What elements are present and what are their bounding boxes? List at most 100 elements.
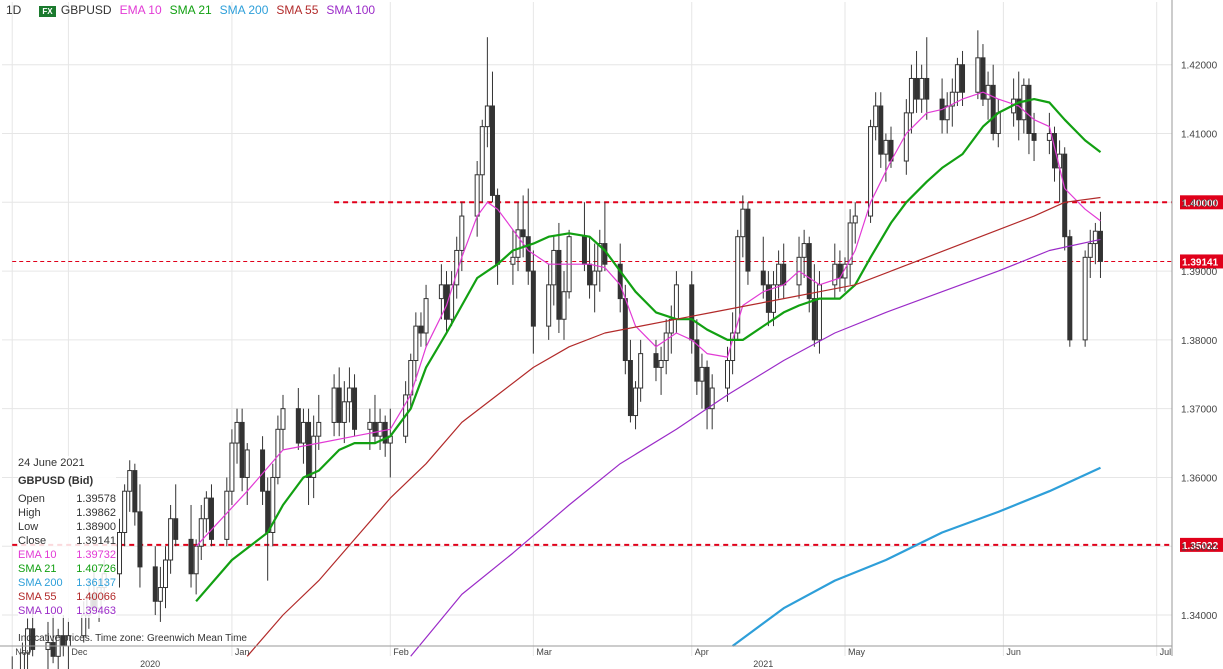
- indicator-sma100-label[interactable]: SMA 100: [326, 3, 376, 17]
- level-price-tag: [1180, 195, 1223, 210]
- candle-body: [280, 408, 286, 430]
- candle-body: [162, 559, 168, 589]
- candle-body: [50, 642, 56, 657]
- info-row: Open 1.39578: [18, 492, 116, 506]
- indicator-sma200-label[interactable]: SMA 200: [219, 3, 269, 17]
- candle-body: [203, 497, 209, 520]
- info-row-label: SMA 55: [18, 591, 57, 603]
- fx-badge-icon: FX: [39, 6, 56, 17]
- candle-body: [587, 263, 593, 286]
- candle-body: [776, 263, 782, 286]
- candle-body: [239, 421, 245, 478]
- candle-body: [980, 57, 986, 100]
- candle-body: [260, 449, 266, 492]
- candle-body: [975, 57, 981, 93]
- candle-body: [1097, 230, 1103, 262]
- candle-body: [229, 442, 235, 492]
- y-tick-label: 1.40000: [1181, 198, 1218, 209]
- candle-body: [954, 64, 960, 93]
- candle-body: [627, 360, 633, 417]
- candle-body: [300, 421, 306, 444]
- symbol-group[interactable]: FX GBPUSD: [39, 3, 112, 17]
- candle-body: [760, 270, 766, 286]
- candle-body: [127, 470, 133, 492]
- candle-body: [515, 229, 521, 258]
- candle-body: [653, 353, 659, 368]
- info-row: SMA 21 1.40726: [18, 562, 116, 576]
- candle-body: [1062, 153, 1068, 238]
- candle-body: [19, 652, 25, 669]
- candle-body: [520, 229, 526, 238]
- candle-body: [561, 291, 567, 320]
- candle-body: [438, 284, 444, 300]
- level-price-label: 1.40000: [1182, 198, 1219, 209]
- info-row-label: SMA 100: [18, 605, 63, 617]
- candle-body: [244, 449, 250, 478]
- timeframe-label[interactable]: 1D: [6, 3, 22, 17]
- candle-body: [157, 587, 163, 602]
- info-row-value: 1.36137: [76, 577, 116, 589]
- indicator-sma55-label[interactable]: SMA 55: [276, 3, 319, 17]
- candle-body: [551, 249, 557, 286]
- candlesticks: [11, 30, 1103, 669]
- moving-average-lines: [195, 91, 1102, 657]
- x-year-label: 2020: [140, 659, 160, 669]
- candle-body: [367, 421, 373, 430]
- x-tick-label: Jul: [1160, 647, 1172, 657]
- candle-body: [556, 249, 562, 320]
- candle-body: [546, 284, 552, 327]
- candle-body: [735, 236, 741, 334]
- grid-lines: [2, 2, 1172, 656]
- level-price-label: 1.35022: [1182, 541, 1219, 552]
- candle-body: [801, 243, 807, 258]
- y-tick-label: 1.42000: [1181, 61, 1218, 72]
- candle-body: [479, 126, 485, 176]
- candle-body: [663, 332, 669, 362]
- candle-body: [873, 105, 879, 128]
- info-row: SMA 200 1.36137: [18, 576, 116, 590]
- indicator-sma21-label[interactable]: SMA 21: [169, 3, 212, 17]
- y-tick-label: 1.41000: [1181, 130, 1218, 141]
- info-row: Low 1.38900: [18, 520, 116, 534]
- x-tick-label: Nov: [15, 647, 32, 657]
- candle-body: [443, 284, 449, 320]
- candle-body: [474, 174, 480, 217]
- chart-header: 1D FX GBPUSD EMA 10 SMA 21 SMA 200 SMA 5…: [6, 2, 375, 18]
- ma-line-sma55: [246, 196, 1101, 657]
- candle-body: [122, 490, 128, 533]
- candle-body: [960, 64, 966, 93]
- candle-body: [638, 353, 644, 389]
- candle-body: [137, 511, 143, 568]
- candle-body: [265, 490, 271, 533]
- candle-body: [832, 263, 838, 286]
- candle-body: [495, 194, 501, 265]
- indicator-ema10-label[interactable]: EMA 10: [119, 3, 162, 17]
- info-row: EMA 10 1.39732: [18, 548, 116, 562]
- info-row-label: SMA 200: [18, 577, 63, 589]
- candle-body: [117, 531, 123, 575]
- info-row-value: 1.38900: [76, 521, 116, 533]
- ma-line-ema10: [195, 91, 1101, 547]
- candle-body: [847, 222, 853, 265]
- candle-body: [806, 243, 812, 300]
- candle-body: [658, 360, 664, 368]
- candle-body: [1082, 256, 1088, 341]
- candle-body: [1031, 133, 1037, 141]
- candle-body: [198, 518, 204, 547]
- candle-body: [459, 215, 465, 251]
- info-row: Close 1.39141: [18, 534, 116, 548]
- candle-body: [1092, 230, 1098, 245]
- candle-body: [689, 284, 695, 341]
- candle-body: [316, 421, 322, 437]
- candle-body: [985, 84, 991, 100]
- candle-body: [1087, 243, 1093, 258]
- candle-body: [633, 387, 639, 417]
- candle-body: [173, 518, 179, 540]
- x-year-label: 2021: [753, 659, 773, 669]
- candle-body: [372, 421, 378, 437]
- candle-body: [341, 401, 347, 423]
- candle-body: [193, 545, 199, 575]
- y-tick-label: 1.38000: [1181, 336, 1218, 347]
- x-tick-label: Dec: [71, 647, 88, 657]
